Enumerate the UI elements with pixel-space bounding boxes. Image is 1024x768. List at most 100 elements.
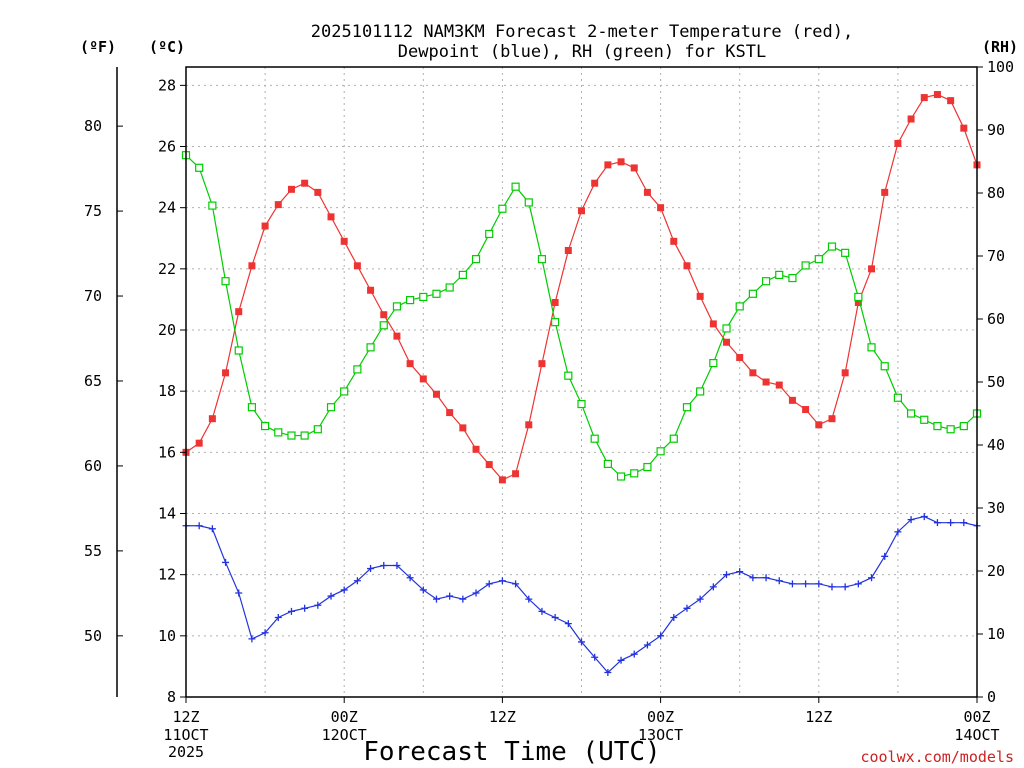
temperature-point bbox=[274, 201, 282, 209]
temperature-point bbox=[788, 396, 796, 404]
rh-point bbox=[221, 277, 230, 286]
dewpoint-point bbox=[670, 613, 678, 621]
temperature-point bbox=[327, 213, 335, 221]
rh-point bbox=[524, 198, 533, 207]
rh-point bbox=[643, 462, 652, 472]
rh-tick-label: 10 bbox=[987, 625, 1005, 643]
rh-point bbox=[722, 324, 731, 333]
grid bbox=[185, 67, 978, 698]
temperature-point bbox=[696, 292, 704, 300]
temperature-point bbox=[314, 188, 322, 196]
dewpoint-point bbox=[419, 586, 427, 594]
rh-point bbox=[498, 204, 507, 213]
dewpoint-point bbox=[459, 595, 467, 603]
rh-tick-label: 100 bbox=[987, 58, 1014, 76]
fahrenheit-tick-label: 70 bbox=[84, 287, 102, 305]
temperature-point bbox=[248, 262, 256, 270]
rh-point bbox=[234, 346, 243, 355]
temperature-point bbox=[604, 161, 612, 169]
temperature-point bbox=[670, 237, 678, 245]
dewpoint-point bbox=[841, 583, 849, 591]
rh-point bbox=[603, 459, 612, 468]
time-tick-label: 12Z bbox=[489, 708, 516, 726]
dewpoint-point bbox=[578, 638, 585, 646]
rh-tick-label: 70 bbox=[987, 247, 1005, 265]
temperature-point bbox=[933, 91, 941, 99]
temperature-point bbox=[235, 308, 243, 316]
temperature-point bbox=[301, 179, 309, 187]
celsius-tick-label: 10 bbox=[158, 627, 176, 645]
rh-tick-label: 40 bbox=[987, 436, 1005, 454]
dewpoint-point bbox=[960, 519, 968, 527]
dewpoint-point bbox=[261, 629, 269, 637]
temperature-point bbox=[960, 124, 968, 132]
temperature-point bbox=[643, 188, 651, 196]
rh-point bbox=[841, 248, 850, 257]
x-axis-title: Forecast Time (UTC) bbox=[363, 737, 660, 767]
temperature-point bbox=[222, 369, 230, 377]
dewpoint-point bbox=[551, 613, 559, 621]
temperature-point bbox=[195, 439, 203, 447]
temperature-point bbox=[841, 369, 849, 377]
celsius-tick-label: 14 bbox=[158, 505, 176, 523]
dewpoint-point bbox=[248, 635, 256, 643]
dewpoint-point bbox=[222, 558, 230, 566]
temperature-point bbox=[709, 320, 717, 328]
rh-point bbox=[247, 403, 257, 412]
temperature-point bbox=[446, 409, 454, 417]
temperature-point bbox=[868, 265, 876, 273]
rh-point bbox=[458, 270, 467, 279]
temperature-point bbox=[340, 237, 348, 245]
fahrenheit-tick-label: 80 bbox=[84, 117, 102, 135]
temperature-point bbox=[683, 262, 691, 270]
rh-point bbox=[485, 229, 494, 239]
credit-link[interactable]: coolwx.com/models bbox=[860, 748, 1014, 766]
date-tick-label: 12OCT bbox=[322, 726, 367, 744]
celsius-tick-label: 24 bbox=[158, 199, 176, 217]
dewpoint-point bbox=[564, 620, 572, 628]
dewpoint-point bbox=[314, 601, 322, 609]
dewpoint-point bbox=[353, 577, 361, 585]
dewpoint-point bbox=[446, 592, 454, 600]
dewpoint-point bbox=[235, 589, 243, 597]
temperature-point bbox=[208, 415, 216, 423]
dewpoint-point bbox=[933, 519, 941, 527]
rh-tick-label: 20 bbox=[987, 562, 1005, 580]
temperature-point bbox=[578, 207, 585, 215]
temperature-point bbox=[498, 476, 506, 484]
celsius-tick-label: 12 bbox=[158, 566, 176, 584]
temperature-point bbox=[393, 332, 401, 340]
series-layer bbox=[181, 91, 982, 677]
time-tick-label: 12Z bbox=[172, 708, 199, 726]
rh-point bbox=[709, 359, 718, 368]
dewpoint-point bbox=[367, 565, 375, 573]
temperature-point bbox=[525, 421, 533, 429]
temperature-point bbox=[657, 204, 665, 212]
temperature-point bbox=[353, 262, 361, 270]
dewpoint-point bbox=[788, 580, 796, 588]
rh-point bbox=[326, 403, 336, 412]
celsius-tick-label: 28 bbox=[158, 76, 176, 94]
celsius-tick-label: 20 bbox=[158, 321, 176, 339]
dewpoint-point bbox=[432, 595, 440, 603]
rh-point bbox=[445, 283, 454, 292]
temperature-point bbox=[854, 298, 862, 306]
rh-tick-label: 60 bbox=[987, 310, 1005, 328]
rh-point bbox=[564, 371, 573, 380]
temperature-point bbox=[894, 139, 902, 147]
rh-point bbox=[300, 431, 309, 440]
rh-point bbox=[287, 431, 296, 440]
rh-point bbox=[471, 255, 481, 264]
date-tick-label: 13OCT bbox=[638, 726, 683, 744]
chart-title-line2: Dewpoint (blue), RH (green) for KSTL bbox=[398, 42, 766, 62]
rh-point bbox=[788, 273, 797, 283]
dewpoint-point bbox=[696, 595, 704, 603]
temperature-point bbox=[367, 286, 375, 294]
dewpoint-point bbox=[525, 595, 533, 603]
temperature-point bbox=[723, 338, 731, 346]
temperature-point bbox=[485, 461, 493, 469]
rh-point bbox=[590, 434, 599, 443]
temperature-point bbox=[881, 188, 889, 196]
rh-point bbox=[274, 428, 283, 437]
